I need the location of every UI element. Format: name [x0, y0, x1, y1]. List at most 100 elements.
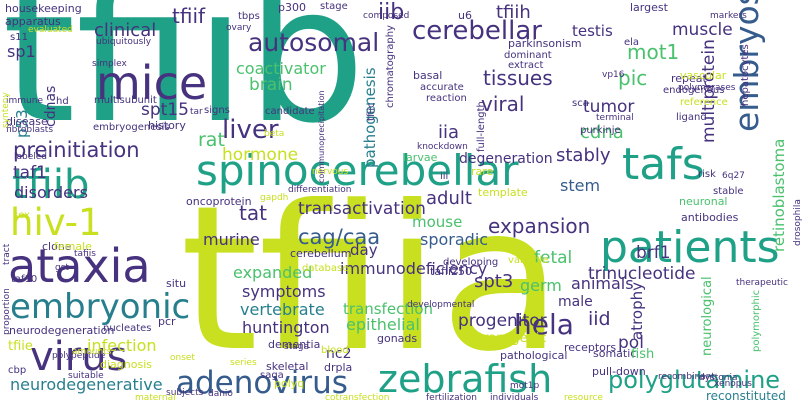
cloud-word: signs [204, 105, 230, 116]
cloud-word: stage [320, 1, 348, 12]
cloud-word: gst [55, 263, 69, 273]
cloud-word: ligand [676, 112, 707, 123]
cloud-word: repeat [671, 72, 707, 85]
cloud-word: trinucleotide [588, 264, 696, 284]
cloud-word: cerebellum [290, 247, 352, 260]
cloud-word: fibroblasts [6, 125, 54, 135]
cloud-word: degeneration [459, 151, 553, 167]
cloud-word: iia [438, 122, 460, 143]
cloud-word: hd [56, 96, 69, 107]
cloud-word: tfiif [172, 4, 206, 28]
cloud-word: ataxia [8, 239, 151, 293]
cloud-word: brain [249, 75, 293, 95]
cloud-word: brf1 [636, 243, 671, 263]
cloud-word: composed [363, 11, 410, 21]
cloud-word: tbps [238, 11, 260, 22]
cloud-word: liver [222, 115, 279, 145]
cloud-word: recombinant [658, 372, 715, 382]
cloud-word: receptors [564, 341, 617, 354]
cloud-word: day [350, 241, 378, 259]
cloud-word: autosomal [248, 28, 380, 57]
cloud-word: tfiie [8, 339, 33, 354]
cloud-word: embryonic [10, 287, 191, 327]
cloud-word: polypeptide [52, 351, 106, 361]
cloud-word: tract [2, 243, 12, 265]
cloud-word: dementia [268, 338, 321, 351]
cloud-word: hormone [222, 145, 299, 165]
cloud-word: oncoprotein [186, 195, 252, 208]
cloud-word: blood [321, 345, 349, 356]
cloud-word: ela [624, 37, 640, 48]
cloud-word: spt15 [141, 100, 189, 120]
cloud-word: endogenous [663, 85, 725, 96]
cloud-word: mouse [412, 213, 463, 231]
cloud-word: vp16 [602, 70, 625, 80]
cloud-word: tfiib [12, 162, 90, 208]
cloud-word: purkinje [580, 125, 621, 136]
cloud-word: neurodegeneration [9, 324, 115, 337]
cloud-word: spt3 [474, 271, 514, 292]
cloud-word: disorders [14, 183, 88, 202]
cloud-word: sex [13, 210, 31, 221]
cloud-word: history [148, 119, 186, 132]
cloud-word: rat [198, 129, 225, 151]
cloud-word: gapdh [260, 193, 289, 203]
cloud-word: situ [166, 277, 187, 290]
cloud-word: rare [471, 165, 494, 178]
cloud-word: nervous [312, 167, 349, 177]
cloud-word: transfection [343, 300, 434, 318]
cloud-word: vertebrate [240, 300, 325, 319]
cloud-word: reconstituted [706, 389, 786, 403]
cloud-word: iii [440, 171, 449, 182]
cloud-word: developing [443, 257, 499, 268]
cloud-word: tfiic [366, 102, 377, 122]
cloud-word: stable [713, 186, 744, 197]
cloud-word: nucleates [103, 323, 152, 334]
cloud-word: iib [378, 0, 405, 25]
cloud-word: cdna [580, 122, 624, 143]
cloud-word: reaction [426, 93, 467, 104]
cloud-word: variable [508, 255, 549, 266]
cloud-word: fetal [534, 248, 573, 268]
cloud-word: neurological [700, 276, 715, 356]
cloud-word: antibodies [681, 211, 739, 224]
cloud-word: drpla [324, 361, 353, 374]
cloud-word: embryogenesis [93, 122, 170, 133]
cloud-word: transactivation [298, 199, 426, 219]
cloud-word: subjects [166, 388, 204, 398]
cloud-word: immunodeficiency [340, 259, 488, 278]
cloud-word: animals [571, 274, 634, 293]
cloud-word: symptoms [242, 282, 326, 301]
cloud-word: evaluated [28, 25, 73, 35]
cloud-word: sca [572, 98, 589, 109]
cloud-word: immune [6, 96, 43, 106]
cloud-word: dominant [504, 50, 552, 61]
cloud-word: cag/caa [298, 225, 381, 249]
cloud-word: expanded [233, 263, 313, 282]
cloud-word: housekeeping [5, 2, 82, 15]
cloud-word: retinoblastoma [770, 138, 788, 252]
cloud-word: huntington [242, 318, 330, 337]
cloud-word: resource [564, 393, 603, 403]
cloud-word: chromatography [385, 25, 396, 108]
cloud-word: epithelial [346, 315, 420, 334]
cloud-word: polyq [274, 377, 305, 390]
cloud-word: database [302, 263, 349, 274]
cloud-word: fertilization [426, 393, 477, 403]
cloud-word: larvae [403, 151, 438, 164]
cloud-word: mot1 [627, 40, 680, 64]
cloud-word: parkinsonism [508, 37, 582, 50]
cloud-word: reference [680, 97, 728, 108]
cloud-word: s11 [10, 32, 28, 43]
cloud-word: nc2 [326, 346, 352, 362]
cloud-word: individuals [490, 393, 539, 403]
cloud-word: diagnosis [100, 358, 152, 371]
cloud-word: neuronal [679, 195, 728, 208]
cloud-word: transgenic [478, 331, 547, 346]
cloud-word: viral [481, 92, 525, 116]
cloud-word: tfiib [2, 0, 366, 165]
cloud-word: tumor [583, 97, 635, 117]
cloud-word: virus [30, 334, 128, 380]
cloud-word: xenopus [714, 379, 752, 389]
